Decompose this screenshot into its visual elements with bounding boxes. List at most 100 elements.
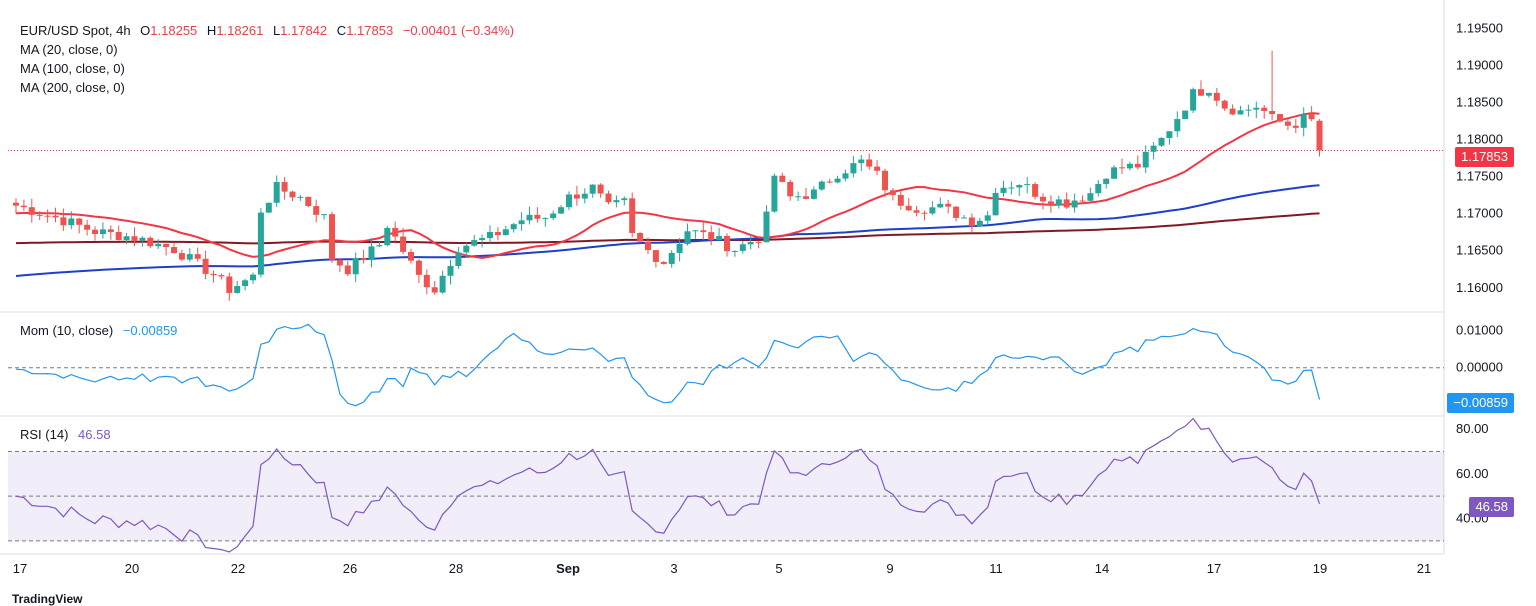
ma200-legend[interactable]: MA (200, close, 0)	[20, 80, 125, 95]
candle-body	[882, 170, 888, 191]
candle-body	[660, 261, 667, 264]
candle-body	[913, 210, 920, 213]
price-axis-label: 1.16500	[1456, 243, 1503, 258]
candle-body	[123, 236, 130, 241]
candle	[897, 191, 904, 210]
candle-body	[739, 244, 746, 251]
candle-body	[210, 273, 217, 276]
candle	[1308, 106, 1315, 122]
candle-body	[92, 229, 98, 235]
candle	[763, 205, 770, 243]
candle-body	[858, 159, 865, 164]
candle	[1095, 179, 1102, 197]
candle	[1198, 80, 1204, 96]
candle-body	[976, 220, 983, 227]
candle	[99, 222, 106, 239]
mom-legend[interactable]: Mom (10, close) −0.00859	[20, 321, 183, 340]
candle-body	[147, 237, 154, 247]
candle	[329, 211, 335, 263]
rsi-legend[interactable]: RSI (14) 46.58	[20, 425, 117, 444]
candle	[52, 207, 59, 223]
candle-body	[961, 217, 967, 219]
close-value: 1.17853	[346, 23, 394, 38]
candle-body	[257, 212, 264, 275]
mom-line	[15, 323, 1321, 407]
candle	[937, 197, 944, 209]
candle	[250, 272, 256, 284]
candle	[755, 240, 762, 249]
candle-body	[700, 230, 707, 233]
candle	[60, 208, 67, 231]
candle	[368, 237, 375, 268]
candle-body	[1158, 137, 1165, 146]
candle-body	[242, 280, 249, 287]
candle	[803, 187, 809, 200]
candle-body	[550, 213, 557, 219]
ma20-legend[interactable]: MA (20, close, 0)	[20, 42, 118, 57]
candle	[305, 196, 312, 208]
candle	[929, 201, 936, 216]
candle	[724, 233, 730, 257]
candle	[1040, 193, 1046, 210]
candle-body	[992, 192, 999, 216]
candle-body	[629, 198, 636, 233]
candle	[684, 223, 691, 246]
candle-body	[487, 232, 493, 239]
candle	[163, 243, 170, 256]
candle	[747, 233, 754, 250]
candle-body	[368, 246, 375, 261]
candle	[408, 248, 414, 264]
candle-body	[779, 175, 786, 182]
candle-body	[321, 214, 328, 216]
candle	[534, 207, 541, 223]
candle	[1292, 119, 1299, 134]
candle	[234, 280, 241, 294]
candle-body	[1166, 131, 1173, 138]
mom-value: −0.00859	[122, 323, 178, 338]
candle-body	[1300, 114, 1307, 128]
rsi-axis-label: 60.00	[1456, 466, 1489, 481]
open-label: O	[140, 23, 151, 38]
candle	[716, 227, 723, 241]
candle	[645, 237, 651, 255]
candle	[1237, 105, 1244, 115]
candle	[1047, 195, 1054, 213]
candle	[700, 221, 707, 240]
candle-body	[1040, 196, 1046, 202]
candle-body	[1142, 151, 1149, 168]
symbol-label: EUR/USD Spot, 4h	[20, 23, 131, 38]
candle	[1245, 104, 1252, 117]
candle-body	[479, 238, 486, 241]
candle	[660, 261, 667, 265]
candle	[28, 198, 35, 223]
time-axis-label: 22	[231, 561, 245, 576]
candle	[921, 210, 928, 221]
candle-body	[787, 181, 794, 197]
candle-body	[897, 194, 904, 206]
candle-body	[107, 229, 114, 232]
candle	[1016, 184, 1023, 197]
candle	[139, 236, 146, 247]
ohlc-open: O1.18255	[140, 23, 197, 38]
candle	[874, 160, 881, 175]
candle-body	[589, 184, 596, 194]
candle-body	[1071, 200, 1078, 208]
candle	[597, 183, 604, 198]
candle-body	[313, 206, 320, 215]
candle-body	[392, 227, 399, 237]
time-axis-label: 17	[1207, 561, 1221, 576]
candle-body	[534, 214, 541, 219]
time-axis-label: 26	[343, 561, 357, 576]
candle	[992, 188, 999, 216]
candle	[171, 242, 177, 254]
candle	[1063, 192, 1070, 210]
ma100-legend[interactable]: MA (100, close, 0)	[20, 61, 125, 76]
candle-body	[463, 245, 470, 253]
candle-body	[921, 212, 928, 214]
rsi-label: RSI (14)	[20, 427, 69, 442]
candle	[76, 217, 83, 234]
mom-axis-label: 0.01000	[1456, 323, 1503, 338]
candle	[1300, 107, 1307, 137]
candle-body	[613, 200, 620, 203]
